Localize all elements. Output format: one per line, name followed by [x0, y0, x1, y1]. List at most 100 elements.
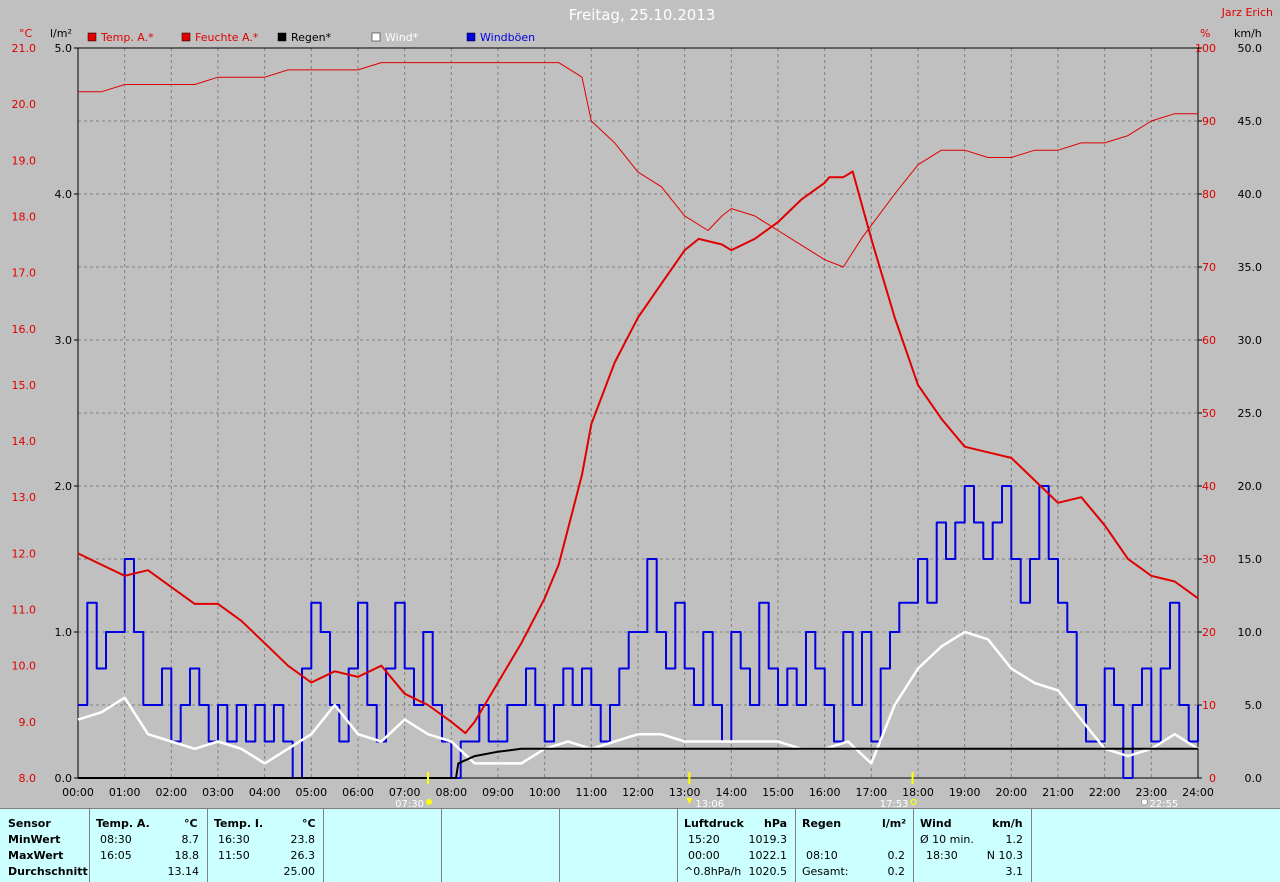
series-line-wind — [77, 630, 1199, 765]
humidity-unit-label: % — [1200, 27, 1210, 40]
humidity-tick-label: 100 — [1195, 42, 1216, 55]
legend: Temp. A.* Feuchte A.* Regen* Wind* Windböen — [87, 31, 535, 44]
rain-tick-label: 1.0 — [55, 626, 73, 639]
legend-label: Wind* — [385, 31, 419, 44]
stats-time: 15:20 — [688, 833, 720, 846]
rain-tick-label: 0.0 — [55, 772, 73, 785]
moon-icon — [1141, 798, 1148, 806]
arrow-down-icon — [686, 798, 693, 804]
time-tick-label: 18:00 — [902, 786, 934, 799]
wind-tick-label: 30.0 — [1238, 334, 1263, 347]
stats-pressure-section: Luftdruck hPa 15:20 1019.3 00:00 1022.1 … — [678, 809, 796, 882]
stats-wind-header: Wind — [920, 817, 952, 830]
temp-tick-label: 19.0 — [12, 154, 37, 167]
temp-tick-label: 9.0 — [19, 716, 37, 729]
time-tick-label: 12:00 — [622, 786, 654, 799]
time-tick-label: 07:00 — [389, 786, 421, 799]
legend-label: Windböen — [480, 31, 535, 44]
stats-value: 0.2 — [887, 865, 906, 878]
stats-row-label: MaxWert — [8, 849, 64, 862]
time-tick-label: 13:00 — [669, 786, 701, 799]
humidity-tick-label: 20 — [1202, 626, 1216, 639]
chart-background — [0, 0, 1280, 808]
legend-swatch — [277, 32, 287, 42]
stats-wind-unit: km/h — [992, 817, 1023, 830]
stats-value: 1.2 — [1005, 833, 1024, 846]
rain-unit-label: l/m² — [50, 27, 72, 40]
stats-temp-i-header: Temp. I. — [214, 817, 264, 830]
time-tick-label: 19:00 — [949, 786, 981, 799]
stats-temp-i-unit: °C — [302, 817, 316, 830]
temp-tick-label: 12.0 — [12, 547, 37, 560]
stats-rain-unit: l/m² — [882, 817, 907, 830]
sunset-icon — [910, 798, 917, 806]
wind-tick-label: 15.0 — [1238, 553, 1263, 566]
pressure-time-label: 13:06 — [695, 799, 724, 808]
stats-time: 08:30 — [100, 833, 132, 846]
sun-icon — [426, 799, 432, 805]
time-tick-label: 06:00 — [342, 786, 374, 799]
stats-temp-a-header: Temp. A. — [96, 817, 150, 830]
series-line-regen — [78, 747, 1198, 779]
temp-tick-label: 17.0 — [12, 267, 37, 280]
temp-tick-label: 10.0 — [12, 660, 37, 673]
humidity-tick-label: 90 — [1202, 115, 1216, 128]
time-tick-label: 05:00 — [295, 786, 327, 799]
legend-swatch — [466, 32, 476, 42]
time-tick-label: 09:00 — [482, 786, 514, 799]
temp-tick-label: 13.0 — [12, 491, 37, 504]
humidity-tick-label: 30 — [1202, 553, 1216, 566]
legend-swatch — [181, 32, 191, 42]
humidity-tick-label: 40 — [1202, 480, 1216, 493]
temp-tick-label: 21.0 — [12, 42, 37, 55]
humidity-tick-label: 10 — [1202, 699, 1216, 712]
stats-value: 23.8 — [290, 833, 316, 846]
stats-value: 1022.1 — [748, 849, 788, 862]
legend-swatch — [87, 32, 97, 42]
series-line-feuchte-a — [78, 62, 1198, 268]
stats-temp-a-unit: °C — [184, 817, 198, 830]
stats-row-label: Durchschnitt — [8, 865, 88, 878]
stats-empty-section — [560, 809, 678, 882]
temp-tick-label: 16.0 — [12, 323, 37, 336]
temp-tick-label: 15.0 — [12, 379, 37, 392]
series-line-windb-en — [78, 485, 1199, 779]
sunrise-time-label: 07:30 — [395, 799, 424, 808]
stats-rain-header: Regen — [802, 817, 842, 830]
wind-tick-label: 45.0 — [1238, 115, 1263, 128]
wind-tick-label: 20.0 — [1238, 480, 1263, 493]
stats-sensor-header: Sensor — [8, 817, 51, 830]
time-tick-label: 20:00 — [995, 786, 1027, 799]
series-layer — [77, 62, 1199, 779]
stats-value: 18.8 — [174, 849, 200, 862]
legend-label: Feuchte A.* — [195, 31, 259, 44]
temp-unit-label: °C — [19, 27, 33, 40]
time-tick-label: 16:00 — [809, 786, 841, 799]
time-tick-label: 03:00 — [202, 786, 234, 799]
time-tick-label: 04:00 — [249, 786, 281, 799]
humidity-tick-label: 70 — [1202, 261, 1216, 274]
wind-tick-label: 5.0 — [1245, 699, 1263, 712]
legend-swatch — [371, 32, 381, 42]
stats-empty-section — [324, 809, 442, 882]
humidity-tick-label: 0 — [1209, 772, 1216, 785]
stats-value: 1020.5 — [748, 865, 788, 878]
stats-time: 16:30 — [218, 833, 250, 846]
wind-tick-label: 50.0 — [1238, 42, 1263, 55]
stats-pressure-unit: hPa — [764, 817, 788, 830]
humidity-tick-label: 80 — [1202, 188, 1216, 201]
wind-unit-label: km/h — [1234, 27, 1262, 40]
stats-rain-section: Regen l/m² 08:10 0.2 Gesamt: 0.2 — [796, 809, 914, 882]
time-tick-label: 14:00 — [715, 786, 747, 799]
rain-tick-label: 2.0 — [55, 480, 73, 493]
stats-value: 26.3 — [290, 849, 316, 862]
legend-label: Temp. A.* — [100, 31, 154, 44]
stats-time: Ø 10 min. — [920, 833, 974, 846]
rain-tick-label: 4.0 — [55, 188, 73, 201]
time-tick-label: 10:00 — [529, 786, 561, 799]
time-tick-label: 11:00 — [575, 786, 607, 799]
temp-tick-label: 11.0 — [12, 604, 37, 617]
time-tick-label: 24:00 — [1182, 786, 1214, 799]
time-tick-label: 17:00 — [855, 786, 887, 799]
time-tick-label: 22:00 — [1089, 786, 1121, 799]
